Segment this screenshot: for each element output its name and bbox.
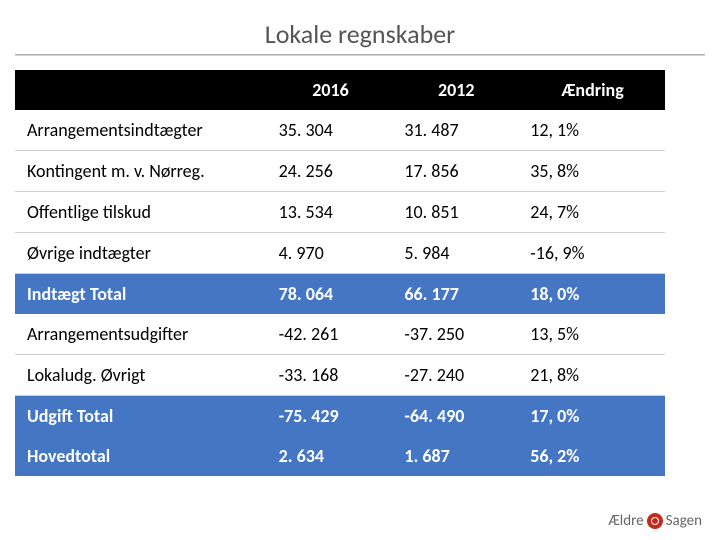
brand-text-pre: Ældre: [608, 512, 643, 530]
row-2012: -37. 250: [392, 314, 518, 355]
row-2012: 17. 856: [392, 151, 518, 192]
row-2016: 4. 970: [267, 233, 393, 274]
table-row: Arrangementsindtægter35. 30431. 48712, 1…: [15, 110, 665, 151]
row-2016: 24. 256: [267, 151, 393, 192]
row-2012: -64. 490: [392, 396, 518, 437]
row-label: Udgift Total: [15, 396, 267, 437]
accounts-table: 2016 2012 Ændring Arrangementsindtægter3…: [15, 70, 665, 476]
row-change: 24, 7%: [518, 192, 665, 233]
row-label: Offentlige tilskud: [15, 192, 267, 233]
row-change: 17, 0%: [518, 396, 665, 437]
table-row: Øvrige indtægter4. 9705. 984-16, 9%: [15, 233, 665, 274]
brand-logo: Ældre Sagen: [608, 512, 702, 530]
row-label: Hovedtotal: [15, 436, 267, 476]
header-change: Ændring: [518, 70, 665, 110]
row-label: Lokaludg. Øvrigt: [15, 355, 267, 396]
table-header: 2016 2012 Ændring: [15, 70, 665, 110]
row-2012: 5. 984: [392, 233, 518, 274]
brand-text-post: Sagen: [666, 512, 702, 530]
table-row: Indtægt Total78. 06466. 17718, 0%: [15, 274, 665, 315]
row-change: 18, 0%: [518, 274, 665, 315]
row-change: 21, 8%: [518, 355, 665, 396]
row-change: 56, 2%: [518, 436, 665, 476]
row-2012: 10. 851: [392, 192, 518, 233]
row-2016: -33. 168: [267, 355, 393, 396]
page-title: Lokale regnskaber: [265, 18, 455, 54]
title-divider: [15, 54, 705, 56]
table-row: Hovedtotal2. 6341. 68756, 2%: [15, 436, 665, 476]
header-blank: [15, 70, 267, 110]
row-change: 35, 8%: [518, 151, 665, 192]
row-2016: 78. 064: [267, 274, 393, 315]
brand-icon: [647, 513, 663, 529]
table-row: Arrangementsudgifter-42. 261-37. 25013, …: [15, 314, 665, 355]
table-row: Kontingent m. v. Nørreg.24. 25617. 85635…: [15, 151, 665, 192]
row-2012: 66. 177: [392, 274, 518, 315]
row-label: Kontingent m. v. Nørreg.: [15, 151, 267, 192]
header-2016: 2016: [267, 70, 393, 110]
row-2016: 13. 534: [267, 192, 393, 233]
row-label: Arrangementsindtægter: [15, 110, 267, 151]
row-change: -16, 9%: [518, 233, 665, 274]
row-label: Arrangementsudgifter: [15, 314, 267, 355]
row-2012: 31. 487: [392, 110, 518, 151]
row-label: Øvrige indtægter: [15, 233, 267, 274]
row-change: 12, 1%: [518, 110, 665, 151]
row-2016: -75. 429: [267, 396, 393, 437]
row-2016: 2. 634: [267, 436, 393, 476]
row-2012: -27. 240: [392, 355, 518, 396]
row-change: 13, 5%: [518, 314, 665, 355]
row-2012: 1. 687: [392, 436, 518, 476]
row-2016: -42. 261: [267, 314, 393, 355]
table-row: Lokaludg. Øvrigt-33. 168-27. 24021, 8%: [15, 355, 665, 396]
table-row: Offentlige tilskud13. 53410. 85124, 7%: [15, 192, 665, 233]
row-label: Indtægt Total: [15, 274, 267, 315]
table-row: Udgift Total-75. 429-64. 49017, 0%: [15, 396, 665, 437]
header-2012: 2012: [392, 70, 518, 110]
row-2016: 35. 304: [267, 110, 393, 151]
